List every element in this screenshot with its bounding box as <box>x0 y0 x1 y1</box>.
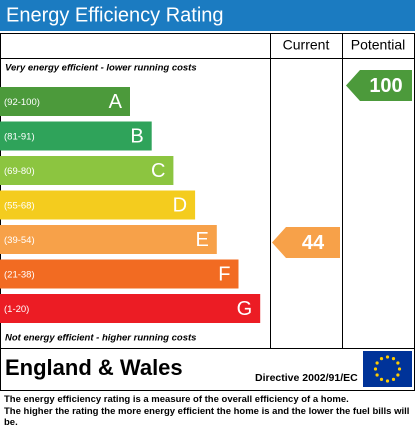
star <box>379 377 384 381</box>
star <box>396 361 400 365</box>
title: Energy Efficiency Rating <box>6 4 224 26</box>
star <box>375 361 379 365</box>
footer-line: The higher the rating the more energy ef… <box>4 405 410 429</box>
title-bar <box>0 0 415 31</box>
column-header: Current <box>283 37 330 53</box>
star <box>391 357 396 361</box>
epc-chart: Energy Efficiency Rating Current Potenti… <box>0 0 415 391</box>
current-arrow <box>272 227 340 258</box>
star <box>379 357 384 361</box>
column-header: Potential <box>351 37 405 53</box>
band-bar <box>0 294 261 323</box>
band-letter: F <box>218 263 230 285</box>
band-range: (55-68) <box>4 201 35 212</box>
band-bar <box>0 190 196 220</box>
star <box>375 373 379 377</box>
band-bar <box>0 121 152 151</box>
band-letter: E <box>195 229 208 251</box>
band-range: (69-80) <box>4 166 35 177</box>
band-bar <box>0 87 130 116</box>
star <box>373 367 378 371</box>
eu-flag <box>363 351 412 387</box>
top-note: Very energy efficient - lower running co… <box>5 63 197 74</box>
band-bar <box>0 259 239 289</box>
potential-arrow <box>346 70 412 101</box>
band-range: (21-38) <box>4 270 35 281</box>
footer-line: The energy efficiency rating is a measur… <box>4 394 349 405</box>
band-letter: B <box>130 125 143 147</box>
band-letter: G <box>237 298 253 320</box>
band-range: (39-54) <box>4 235 35 246</box>
star <box>396 373 400 377</box>
band-bar <box>0 156 174 185</box>
band-range: (1-20) <box>4 304 29 315</box>
band-letter: C <box>151 160 165 182</box>
band-letter: A <box>109 91 123 113</box>
bottom-note: Not energy efficient - higher running co… <box>5 333 196 344</box>
footer: The energy efficiency rating is a measur… <box>4 394 412 429</box>
band-range: (92-100) <box>4 97 40 108</box>
star <box>397 367 402 371</box>
star <box>385 355 390 359</box>
band-range: (81-91) <box>4 132 35 143</box>
region: England & Wales <box>5 355 183 380</box>
band-letter: D <box>173 194 187 216</box>
band-bar <box>0 225 217 254</box>
directive: Directive 2002/91/EC <box>255 372 358 384</box>
current-value: 44 <box>302 232 325 254</box>
star <box>391 377 396 381</box>
star <box>385 379 390 383</box>
potential-value: 100 <box>369 75 402 97</box>
